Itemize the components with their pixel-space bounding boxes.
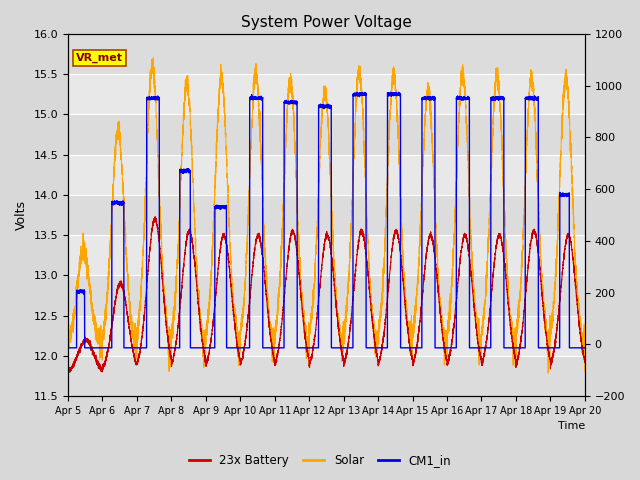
- Legend: 23x Battery, Solar, CM1_in: 23x Battery, Solar, CM1_in: [184, 449, 456, 472]
- Bar: [68, 155, 585, 195]
- Bar: [68, 74, 585, 114]
- X-axis label: Time: Time: [557, 421, 585, 432]
- Y-axis label: Volts: Volts: [15, 200, 28, 230]
- Bar: [68, 195, 585, 235]
- Bar: [68, 316, 585, 356]
- Bar: [68, 34, 585, 74]
- Title: System Power Voltage: System Power Voltage: [241, 15, 412, 30]
- Bar: [68, 276, 585, 316]
- Bar: [68, 356, 585, 396]
- Bar: [68, 235, 585, 276]
- Bar: [68, 114, 585, 155]
- Text: VR_met: VR_met: [76, 53, 123, 63]
